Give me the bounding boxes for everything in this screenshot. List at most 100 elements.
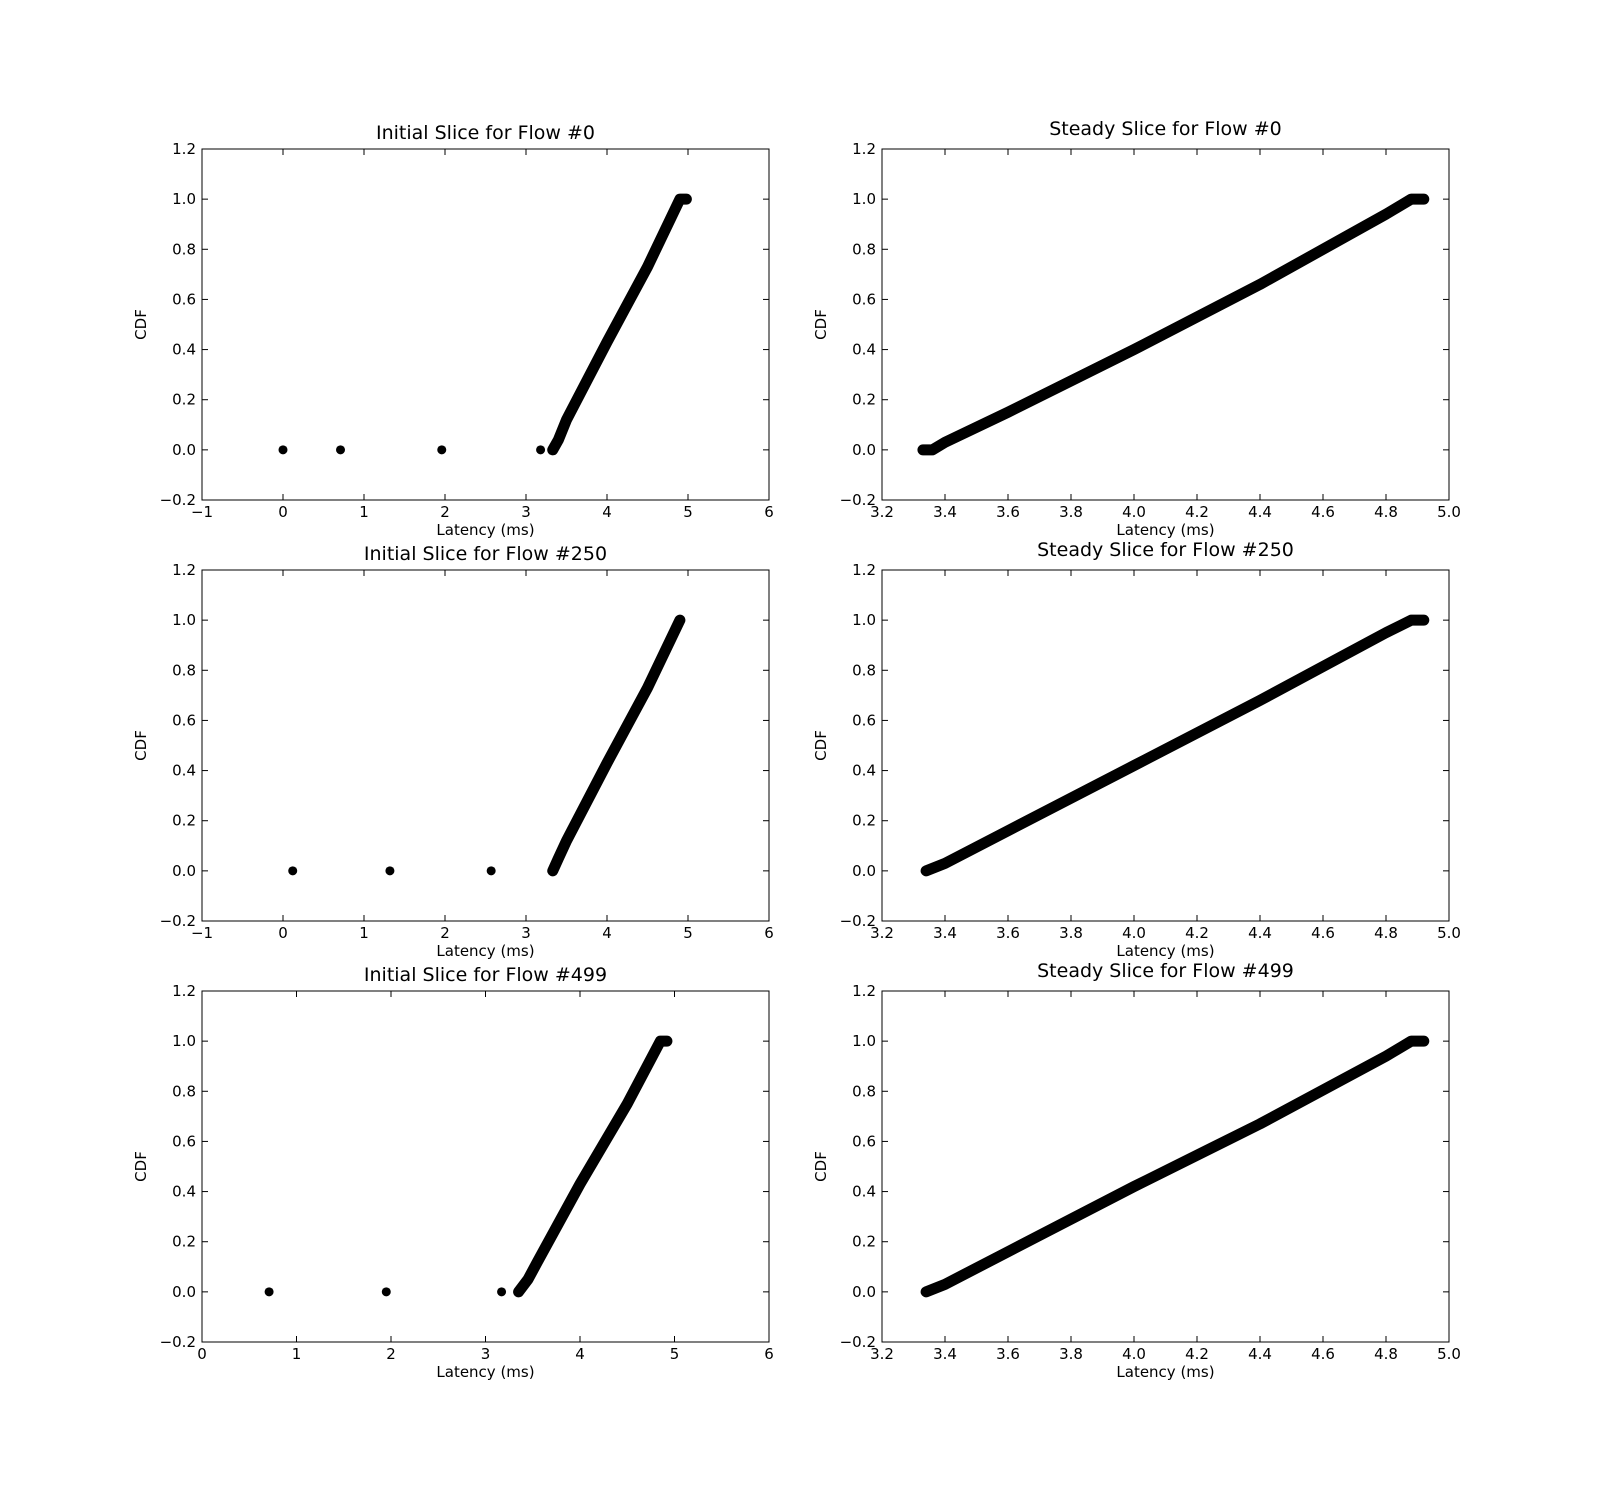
chart-1-xlabel: Latency (ms) <box>1116 521 1214 539</box>
chart-3-xtick-label: 3.6 <box>996 924 1020 942</box>
chart-0-ytick-label: 1.2 <box>172 140 196 158</box>
chart-5-xtick-label: 4.6 <box>1311 1345 1335 1363</box>
chart-2-cdf-series <box>547 614 686 877</box>
chart-5-axes-frame <box>881 990 1450 1343</box>
chart-0-data-point <box>336 445 346 455</box>
chart-4-ytick-label: 0.2 <box>172 1233 196 1251</box>
chart-0-ytick-label: 0.6 <box>172 290 196 308</box>
chart-0-ytick-label: 0.0 <box>172 441 196 459</box>
chart-2-xtick-label: 2 <box>440 924 450 942</box>
chart-5-xtick-label: 4.0 <box>1122 1345 1146 1363</box>
chart-5-xtick-label: 3.4 <box>933 1345 957 1363</box>
chart-5-ytick-label: 1.0 <box>852 1032 876 1050</box>
chart-3-xtick-label: 4.0 <box>1122 924 1146 942</box>
chart-1-ytick-label: 0.8 <box>852 240 876 258</box>
chart-4-xtick-label: 4 <box>575 1345 585 1363</box>
chart-5: 3.2 3.4 3.6 3.8 4.0 4.2 4.4 4.6 4.8 5.0 −0.2 0.0 0.2… <box>812 960 1461 1381</box>
chart-1: 3.2 3.4 3.6 3.8 4.0 4.2 4.4 4.6 4.8 5.0 −0.2 0.0 0.2… <box>812 118 1461 539</box>
chart-5-ytick-label: 0.0 <box>852 1283 876 1301</box>
chart-5-xtick-label: 3.6 <box>996 1345 1020 1363</box>
chart-1-ytick-label: 0.6 <box>852 290 876 308</box>
chart-5-ytick-label: 0.4 <box>852 1183 876 1201</box>
chart-2-ylabel: CDF <box>132 730 150 761</box>
chart-2-ytick-label: 0.6 <box>172 711 196 729</box>
chart-1-xtick-label: 4.2 <box>1185 503 1209 521</box>
chart-5-ytick-label: 0.8 <box>852 1082 876 1100</box>
chart-1-xtick-label: 4.4 <box>1248 503 1272 521</box>
chart-1-cdf-series <box>917 193 1430 456</box>
chart-4-data-point <box>264 1287 274 1297</box>
chart-1-ytick-label: 0.0 <box>852 441 876 459</box>
chart-3-ytick-label: −0.2 <box>840 912 876 930</box>
chart-5-title: Steady Slice for Flow #499 <box>1037 960 1294 982</box>
chart-2-ytick-label: 0.8 <box>172 661 196 679</box>
chart-4-xlabel: Latency (ms) <box>436 1363 534 1381</box>
chart-0-data-point <box>536 445 546 455</box>
chart-0-axes-frame <box>201 148 770 501</box>
chart-5-xtick-label: 4.4 <box>1248 1345 1272 1363</box>
chart-0-xtick-label: 1 <box>359 503 369 521</box>
chart-2-ytick-label: 1.2 <box>172 561 196 579</box>
chart-1-ytick-label: 0.2 <box>852 391 876 409</box>
chart-3-cdf-series <box>920 614 1430 877</box>
chart-5-xlabel: Latency (ms) <box>1116 1363 1214 1381</box>
chart-0-title: Initial Slice for Flow #0 <box>376 122 595 144</box>
chart-4-ytick-label: 0.4 <box>172 1183 196 1201</box>
chart-4-ytick-label: 0.8 <box>172 1082 196 1100</box>
chart-3-xtick-label: 4.4 <box>1248 924 1272 942</box>
chart-5-xtick-label: 5.0 <box>1437 1345 1461 1363</box>
chart-2-xtick-label: 3 <box>521 924 531 942</box>
chart-2-xlabel: Latency (ms) <box>436 942 534 960</box>
chart-5-cdf-series <box>920 1035 1430 1298</box>
chart-4-ytick-label: 0.0 <box>172 1283 196 1301</box>
chart-4-xtick-label: 0 <box>197 1345 207 1363</box>
chart-3-ytick-label: 1.0 <box>852 611 876 629</box>
chart-0-data-point <box>278 445 288 455</box>
chart-0-cdf-series <box>547 193 692 456</box>
chart-5-ytick-label: 0.2 <box>852 1233 876 1251</box>
chart-3-ylabel: CDF <box>812 730 830 761</box>
chart-5-xtick-label: 4.2 <box>1185 1345 1209 1363</box>
chart-2-ytick-label: 1.0 <box>172 611 196 629</box>
chart-3-xlabel: Latency (ms) <box>1116 942 1214 960</box>
chart-1-ytick-label: 1.2 <box>852 140 876 158</box>
chart-3-ytick-label: 0.2 <box>852 812 876 830</box>
chart-5-ytick-label: −0.2 <box>840 1333 876 1351</box>
chart-4-data-point <box>381 1287 391 1297</box>
chart-0-ytick-label: 0.4 <box>172 341 196 359</box>
chart-2-ytick-label: 0.4 <box>172 762 196 780</box>
chart-5-xtick-label: 3.2 <box>870 1345 894 1363</box>
chart-1-xtick-label: 3.6 <box>996 503 1020 521</box>
chart-4-ytick-label: 0.6 <box>172 1132 196 1150</box>
chart-4-ytick-label: −0.2 <box>160 1333 196 1351</box>
chart-3-xtick-label: 3.8 <box>1059 924 1083 942</box>
chart-3-axes-frame <box>881 569 1450 922</box>
chart-5-xtick-label: 4.8 <box>1374 1345 1398 1363</box>
chart-2-title: Initial Slice for Flow #250 <box>364 543 607 565</box>
chart-4-ytick-label: 1.0 <box>172 1032 196 1050</box>
chart-2-ytick-label: −0.2 <box>160 912 196 930</box>
chart-4-xtick-label: 1 <box>292 1345 302 1363</box>
chart-3: 3.2 3.4 3.6 3.8 4.0 4.2 4.4 4.6 4.8 5.0 −0.2 0.0 0.2… <box>812 539 1461 960</box>
chart-4-ylabel: CDF <box>132 1151 150 1182</box>
chart-0-xtick-label: −1 <box>191 503 213 521</box>
chart-4-xtick-label: 6 <box>764 1345 774 1363</box>
chart-3-ytick-label: 0.0 <box>852 862 876 880</box>
chart-0-xtick-label: 6 <box>764 503 774 521</box>
chart-1-title: Steady Slice for Flow #0 <box>1049 118 1282 140</box>
chart-0-ytick-label: 0.2 <box>172 391 196 409</box>
chart-1-ytick-label: −0.2 <box>840 491 876 509</box>
chart-0-ytick-label: −0.2 <box>160 491 196 509</box>
chart-4-ytick-label: 1.2 <box>172 982 196 1000</box>
chart-0-xtick-label: 2 <box>440 503 450 521</box>
chart-3-xtick-label: 4.2 <box>1185 924 1209 942</box>
chart-1-xtick-label: 4.6 <box>1311 503 1335 521</box>
chart-2-xtick-label: 4 <box>602 924 612 942</box>
chart-2-xtick-label: 0 <box>278 924 288 942</box>
chart-3-title: Steady Slice for Flow #250 <box>1037 539 1294 561</box>
chart-3-xtick-label: 5.0 <box>1437 924 1461 942</box>
chart-4-xtick-label: 5 <box>670 1345 680 1363</box>
chart-5-xtick-label: 3.8 <box>1059 1345 1083 1363</box>
